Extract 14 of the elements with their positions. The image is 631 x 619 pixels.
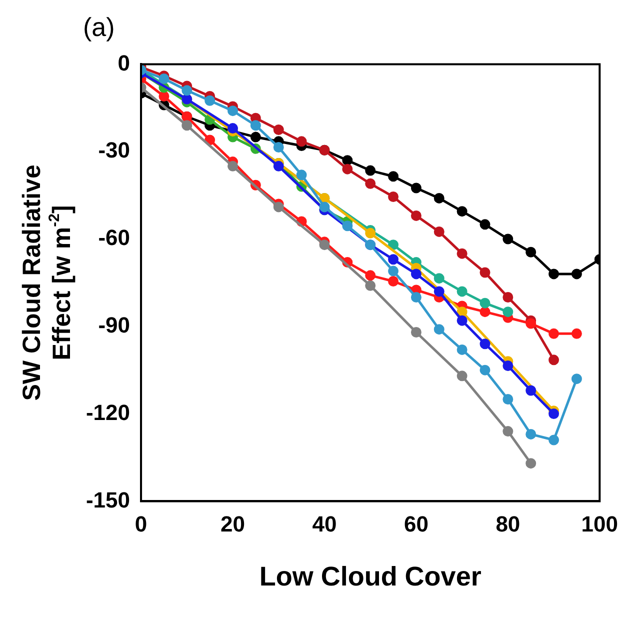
y-tick-label: -30 [98, 138, 130, 163]
x-tick-label: 100 [581, 511, 618, 536]
x-tick-label: 80 [496, 511, 520, 536]
y-tick-label: 0 [118, 50, 130, 76]
x-axis-title: Low Cloud Cover [259, 561, 482, 592]
x-tick-label: 0 [134, 511, 148, 536]
x-tick-label: 60 [404, 511, 428, 536]
y-tick-label: -90 [98, 312, 130, 338]
x-tick-label: 20 [220, 511, 245, 536]
x-tick-label: 40 [312, 511, 337, 536]
chart-title: (a) [83, 12, 115, 42]
y-tick-label: -60 [98, 225, 130, 250]
y-tick-label: -120 [86, 400, 130, 425]
y-tick-label: -150 [86, 487, 130, 512]
